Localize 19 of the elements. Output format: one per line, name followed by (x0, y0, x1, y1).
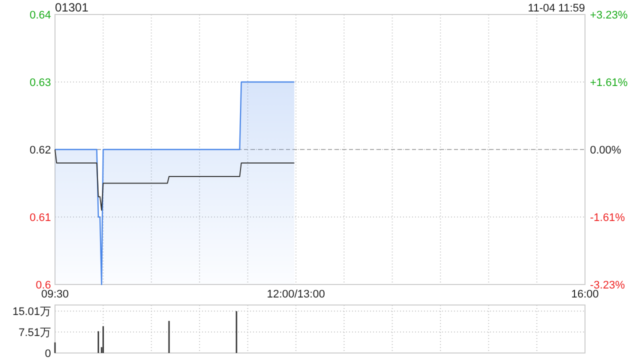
y2-tick-label: +1.61% (590, 77, 628, 90)
y2-tick-label: 0.00% (590, 144, 622, 156)
y2-tick-label: -1.61% (590, 212, 626, 224)
y-tick-label: 0.63 (30, 77, 51, 89)
chart-title: 01301 (55, 0, 89, 14)
x-tick-label: 16:00 (571, 288, 599, 300)
y-tick-label: 7.51万 (18, 327, 51, 340)
x-tick-label: 12:00/13:00 (266, 288, 325, 300)
y-tick-label: 0.64 (30, 10, 51, 22)
y-tick-label: 0.61 (30, 212, 51, 224)
y-tick-label: 0 (44, 348, 51, 360)
y2-tick-label: +3.23% (590, 10, 628, 22)
x-tick-label: 09:30 (41, 288, 69, 300)
line-series (54, 149, 295, 211)
y-tick-label: 0.62 (30, 144, 51, 156)
y-tick-label: 15.01万 (12, 306, 51, 318)
annotation: 11-04 11:59 (528, 2, 585, 14)
y2-tick-label: -3.23% (590, 280, 626, 292)
y-tick-label: 0.6 (36, 280, 51, 292)
